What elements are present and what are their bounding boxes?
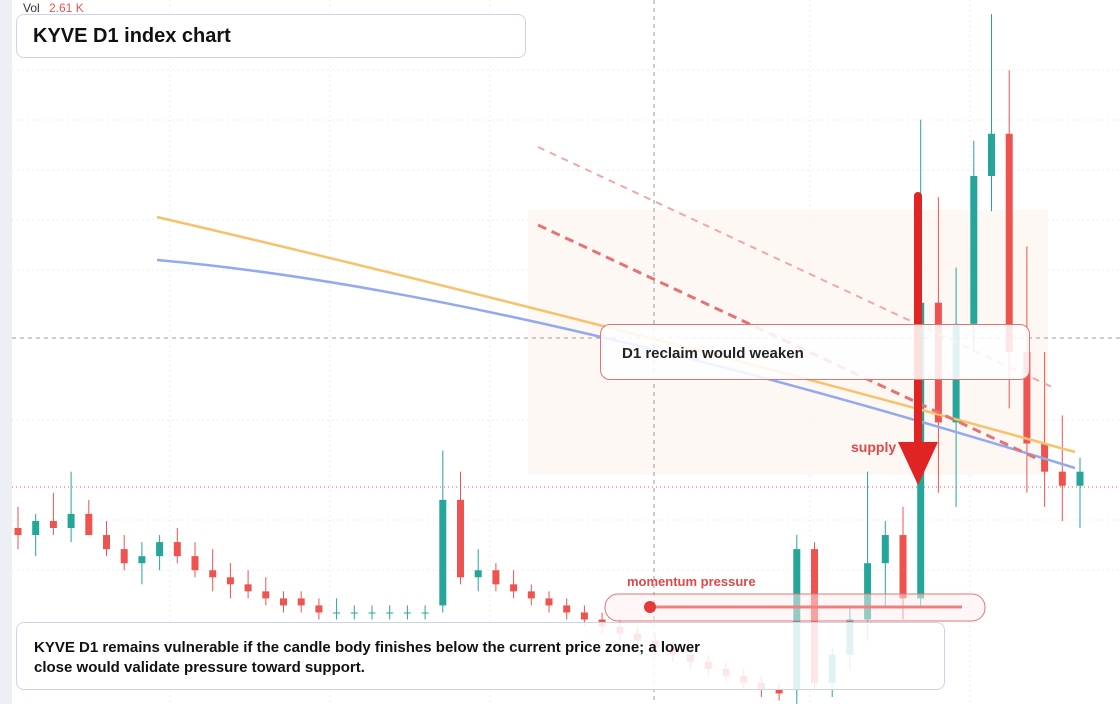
candle-body	[580, 612, 588, 620]
candle-body	[262, 591, 270, 599]
callout: D1 reclaim would weaken	[600, 324, 1030, 380]
candle-body	[244, 584, 252, 592]
arrow-head	[898, 442, 938, 485]
meter-label: momentum pressure	[627, 574, 756, 589]
candle-body	[368, 612, 376, 614]
chart-title: KYVE D1 index chart	[16, 14, 526, 58]
candle-body	[474, 570, 482, 578]
candle-body	[103, 535, 110, 550]
volume-label: Vol	[23, 1, 40, 15]
zone-label: supply	[851, 439, 896, 455]
candle-body	[1058, 471, 1066, 486]
side-rail	[0, 0, 12, 704]
candle-body	[315, 605, 323, 613]
candle-body	[156, 542, 164, 557]
meter-knob	[644, 601, 656, 613]
candle-body	[333, 612, 341, 614]
caption-text: KYVE D1 remains vulnerable if the candle…	[34, 639, 701, 676]
candle-body	[881, 535, 889, 564]
candle-body	[226, 577, 234, 585]
candle-body	[1023, 352, 1031, 444]
candle-body	[297, 598, 305, 606]
candle-body	[510, 584, 518, 592]
candle-body	[191, 556, 199, 571]
candle-body	[14, 528, 22, 536]
volume-value: 2.61 K	[49, 1, 84, 15]
candle-body	[1005, 133, 1013, 352]
candle-body	[492, 570, 500, 585]
candle-body	[386, 612, 394, 614]
candle-body	[439, 499, 447, 606]
candle-body	[775, 689, 783, 694]
candle-body	[457, 499, 464, 578]
candle-body	[85, 513, 93, 536]
candle-body	[173, 542, 181, 557]
candle-body	[1076, 471, 1084, 486]
candle-body	[350, 612, 358, 614]
candle-body	[563, 605, 571, 613]
candle-body	[67, 513, 75, 528]
candle-body	[32, 520, 40, 536]
candle-body	[864, 563, 872, 620]
candle-body	[209, 570, 217, 578]
candle-body	[280, 598, 287, 606]
caption: KYVE D1 remains vulnerable if the candle…	[16, 622, 945, 690]
candle-body	[545, 598, 553, 606]
candle-body	[988, 133, 995, 176]
candle-body	[138, 556, 146, 564]
candle-body	[899, 535, 907, 599]
candle-body	[49, 520, 57, 528]
candle-body	[403, 612, 411, 614]
ema-line	[156, 258, 1076, 470]
candle-body	[527, 591, 535, 599]
candle-body	[970, 176, 978, 324]
candle-body	[120, 549, 128, 564]
candle-body	[421, 612, 429, 614]
